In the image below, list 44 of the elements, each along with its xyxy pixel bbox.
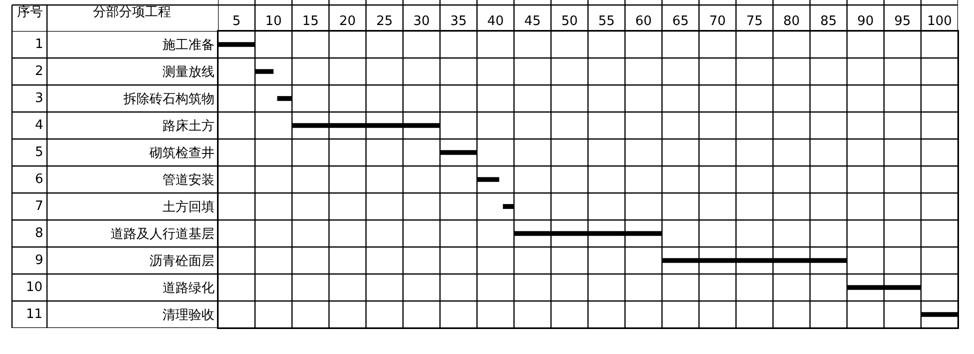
text: 6	[35, 172, 44, 187]
x-tick-label: 20	[339, 14, 356, 29]
y-tick-label: 道路及人行道基层	[110, 227, 214, 242]
text: 7	[35, 199, 44, 214]
x-tick-label: 10	[265, 14, 282, 29]
x-tick-label: 65	[672, 14, 689, 29]
text: 2	[35, 64, 44, 79]
x-tick-label: 30	[413, 14, 430, 29]
text: 4	[35, 118, 44, 133]
y-tick-label: 测量放线	[162, 65, 214, 80]
x-tick-label: 70	[709, 14, 726, 29]
x-tick-label: 75	[746, 14, 763, 29]
text: 9	[35, 253, 44, 268]
y-tick-label: 清理验收	[162, 308, 214, 324]
x-tick-label: 40	[487, 14, 504, 29]
y-tick-label: 砌筑检查井	[148, 146, 214, 162]
x-tick-label: 95	[894, 14, 911, 29]
y-tick-label: 施工准备	[162, 38, 214, 54]
text: 3	[35, 91, 44, 106]
text: 10	[26, 280, 43, 295]
text: 11	[26, 307, 43, 322]
x-tick-label: 60	[635, 14, 652, 29]
x-tick-label: 90	[857, 14, 874, 29]
x-tick-label: 50	[561, 14, 578, 29]
text: 5	[35, 145, 44, 160]
y-tick-label: 拆除砖石构筑物	[122, 92, 214, 108]
x-tick-label: 100	[927, 14, 952, 29]
x-tick-label: 85	[820, 14, 837, 29]
x-tick-label: 5	[232, 14, 241, 29]
x-tick-label: 25	[376, 14, 393, 29]
x-tick-label: 35	[450, 14, 467, 29]
y-tick-label: 路床土方	[162, 118, 214, 134]
x-tick-label: 15	[302, 14, 319, 29]
text: 8	[35, 226, 44, 241]
text: 1	[35, 37, 44, 52]
x-tick-label: 80	[783, 14, 800, 29]
y-axis-title: 分部分项工程	[93, 5, 171, 20]
x-tick-label: 55	[598, 14, 615, 29]
y-tick-label: 管道安装	[162, 172, 214, 188]
y-tick-label: 道路绿化	[162, 281, 214, 296]
y-tick-label: 沥青砼面层	[149, 254, 214, 270]
text: 序号	[17, 4, 43, 20]
y-tick-label: 土方回填	[162, 199, 214, 216]
x-tick-label: 45	[524, 14, 541, 29]
